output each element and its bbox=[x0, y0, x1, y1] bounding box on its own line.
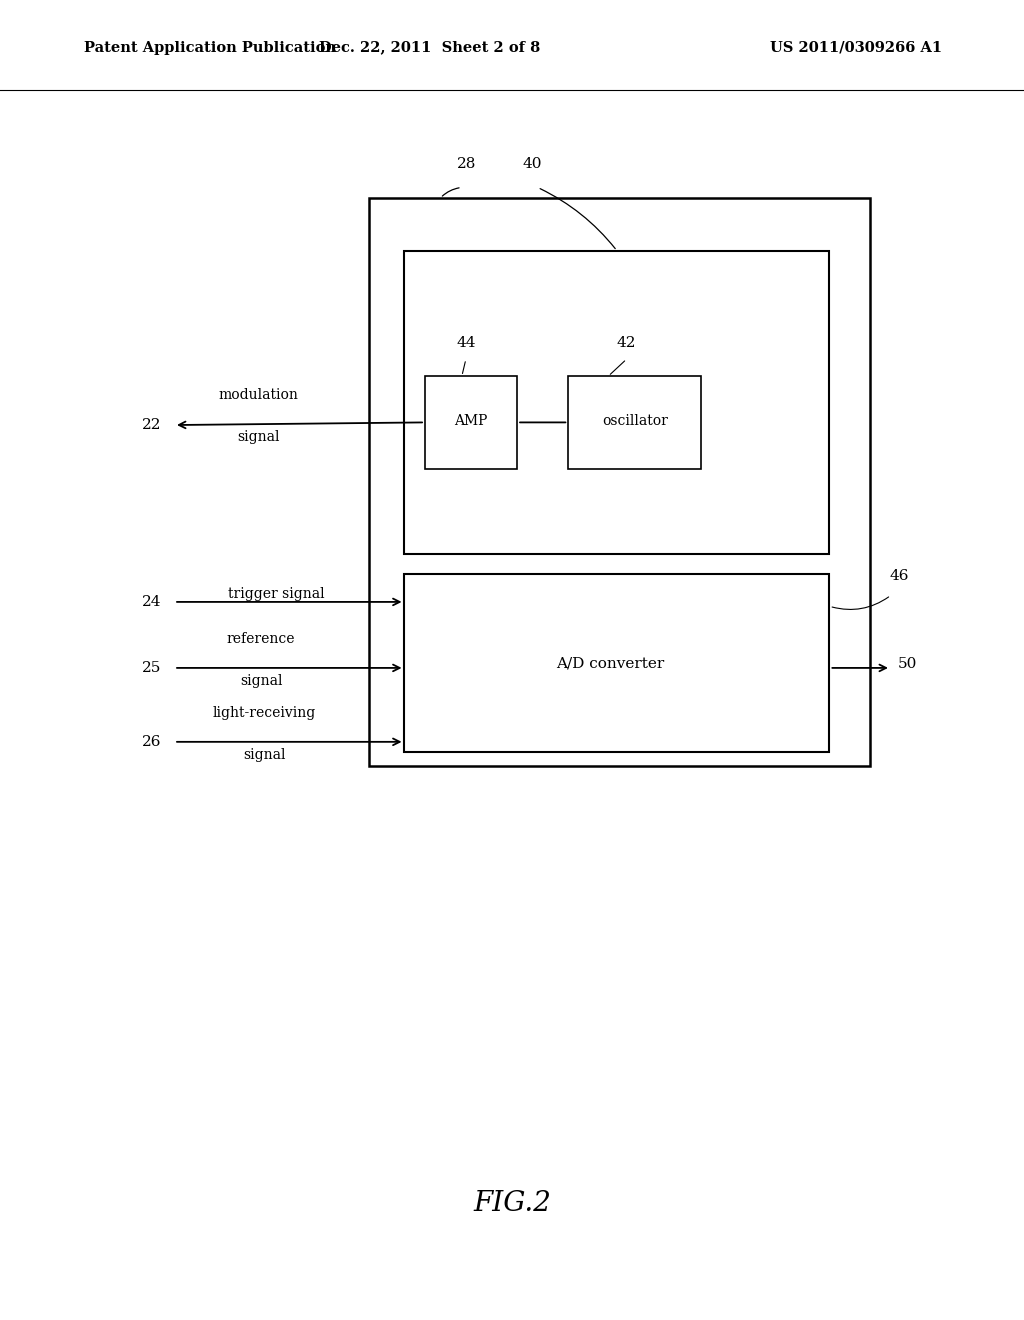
Text: trigger signal: trigger signal bbox=[228, 587, 325, 601]
Text: 28: 28 bbox=[458, 157, 476, 170]
Bar bbox=[568, 376, 701, 469]
Text: A/D converter: A/D converter bbox=[556, 657, 665, 671]
Text: 22: 22 bbox=[141, 418, 162, 432]
Text: 40: 40 bbox=[522, 157, 543, 170]
Text: 44: 44 bbox=[456, 337, 476, 350]
Text: signal: signal bbox=[243, 748, 286, 762]
Text: US 2011/0309266 A1: US 2011/0309266 A1 bbox=[770, 41, 942, 54]
Bar bbox=[404, 574, 829, 752]
Bar bbox=[425, 376, 517, 469]
Text: 25: 25 bbox=[142, 661, 161, 675]
Text: FIG.2: FIG.2 bbox=[473, 1191, 551, 1217]
Text: 24: 24 bbox=[141, 595, 162, 609]
Text: reference: reference bbox=[227, 632, 295, 645]
Bar bbox=[404, 251, 829, 554]
Text: 50: 50 bbox=[898, 657, 918, 671]
Text: 46: 46 bbox=[889, 569, 909, 582]
Text: oscillator: oscillator bbox=[602, 414, 668, 428]
Text: 42: 42 bbox=[616, 337, 637, 350]
Text: Patent Application Publication: Patent Application Publication bbox=[84, 41, 336, 54]
Text: Dec. 22, 2011  Sheet 2 of 8: Dec. 22, 2011 Sheet 2 of 8 bbox=[319, 41, 541, 54]
Text: signal: signal bbox=[237, 430, 280, 444]
Bar bbox=[369, 198, 870, 766]
Text: light-receiving: light-receiving bbox=[213, 706, 315, 719]
Text: AMP: AMP bbox=[455, 414, 487, 428]
Text: 26: 26 bbox=[141, 735, 162, 748]
Text: signal: signal bbox=[240, 675, 283, 688]
Text: modulation: modulation bbox=[218, 388, 298, 401]
